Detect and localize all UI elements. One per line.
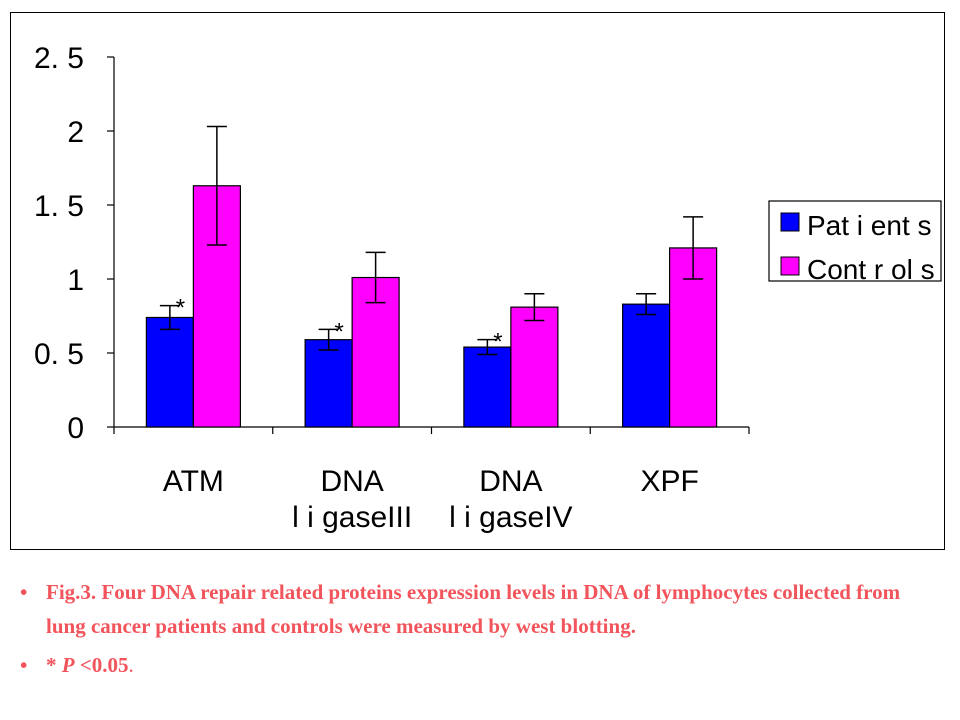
note-threshold: <0.05 bbox=[74, 653, 129, 678]
bullet: • bbox=[20, 580, 28, 604]
chart-frame: 0 0. 5 1 1. 5 2 2. 5 * ATM * DNA l i gaseIII * DNA l … bbox=[10, 12, 945, 550]
note-p-symbol: P bbox=[61, 653, 75, 678]
caption-text: Fig.3. Four DNA repair related proteins … bbox=[46, 580, 901, 638]
bar-patients bbox=[463, 346, 512, 428]
significance-marker: * bbox=[493, 329, 502, 356]
legend-swatch bbox=[780, 256, 800, 276]
y-tick-label: 0 bbox=[67, 412, 84, 445]
category-label: l i gaseIII bbox=[292, 501, 412, 534]
bar-patients bbox=[304, 339, 353, 428]
caption-item: • Fig.3. Four DNA repair related protein… bbox=[20, 576, 940, 643]
category-label: l i gaseIV bbox=[449, 501, 572, 534]
note-period: . bbox=[128, 653, 134, 678]
category-label: ATM bbox=[163, 465, 224, 498]
bullet: • bbox=[20, 653, 28, 678]
bar-controls bbox=[510, 306, 559, 428]
bar-patients bbox=[622, 303, 671, 428]
caption-note: • * P <0.05. bbox=[20, 649, 940, 683]
y-tick-label: 2 bbox=[67, 116, 84, 149]
y-tick-label: 2. 5 bbox=[34, 42, 84, 75]
category-label: XPF bbox=[640, 465, 698, 498]
bar-patients bbox=[145, 316, 194, 428]
legend-label: Pat i ent s bbox=[807, 210, 932, 241]
note-star: * bbox=[46, 653, 62, 678]
figure-caption: • Fig.3. Four DNA repair related protein… bbox=[20, 576, 940, 683]
legend-swatch bbox=[780, 212, 800, 232]
category-label: DNA bbox=[320, 465, 383, 498]
y-tick-label: 1 bbox=[67, 264, 84, 297]
y-tick-label: 0. 5 bbox=[34, 338, 84, 371]
y-tick-label: 1. 5 bbox=[34, 190, 84, 223]
category-label: DNA bbox=[479, 465, 542, 498]
significance-marker: * bbox=[334, 318, 343, 345]
bar-controls bbox=[192, 185, 241, 428]
significance-marker: * bbox=[176, 295, 185, 322]
legend-label: Cont r ol s bbox=[807, 254, 935, 285]
